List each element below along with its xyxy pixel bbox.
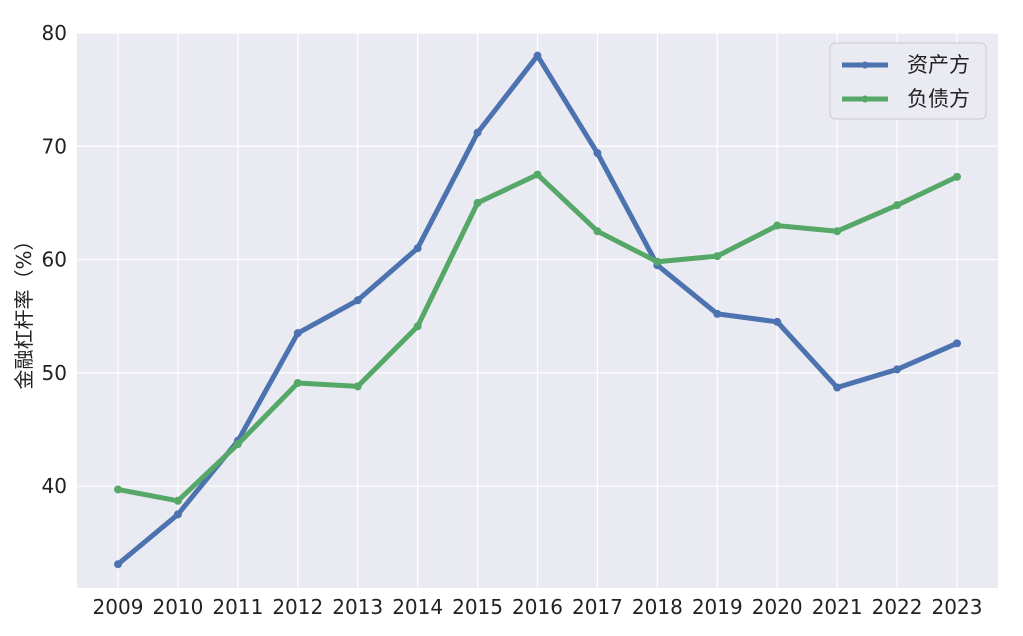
data-point	[593, 227, 602, 236]
data-point	[233, 440, 242, 449]
y-axis: 40 50 60 70 80	[42, 21, 67, 498]
y-tick-label: 40	[42, 474, 67, 498]
data-point	[533, 170, 542, 179]
data-point	[473, 128, 482, 137]
x-tick-label: 2021	[812, 595, 863, 619]
legend-marker-liability	[861, 95, 869, 103]
x-tick-label: 2009	[93, 595, 144, 619]
data-point	[114, 560, 122, 569]
data-point	[173, 510, 182, 519]
x-tick-label: 2022	[872, 595, 923, 619]
data-point	[833, 383, 842, 392]
data-point	[773, 317, 782, 326]
data-point	[173, 496, 182, 505]
data-point	[413, 322, 422, 331]
x-tick-label: 2010	[152, 595, 203, 619]
data-point	[593, 149, 602, 158]
y-tick-label: 50	[42, 361, 67, 385]
y-tick-label: 70	[42, 134, 67, 158]
x-tick-label: 2014	[392, 595, 443, 619]
x-tick-label: 2019	[692, 595, 743, 619]
data-point	[353, 296, 362, 305]
x-tick-label: 2011	[212, 595, 263, 619]
x-tick-label: 2013	[332, 595, 383, 619]
y-tick-label: 60	[42, 248, 67, 272]
series-layer	[114, 51, 961, 569]
legend: 资产方 负债方	[829, 42, 987, 120]
x-tick-label: 2020	[752, 595, 803, 619]
data-point	[413, 244, 422, 253]
data-point	[293, 378, 302, 387]
y-tick-label: 80	[42, 21, 67, 45]
grid	[77, 32, 998, 588]
x-tick-label: 2018	[632, 595, 683, 619]
data-point	[893, 365, 902, 374]
legend-label-liability: 负债方	[907, 87, 970, 111]
x-tick-label: 2023	[932, 595, 983, 619]
data-point	[713, 309, 722, 318]
data-point	[293, 329, 302, 338]
x-tick-label: 2015	[452, 595, 503, 619]
x-tick-label: 2016	[512, 595, 563, 619]
data-point	[473, 198, 482, 207]
x-axis: 2009 2010 2011 2012 2013 2014 2015 2016 2017 2018…	[93, 595, 983, 619]
x-tick-label: 2017	[572, 595, 623, 619]
legend-marker-asset	[861, 61, 869, 69]
x-tick-label: 2012	[272, 595, 323, 619]
data-point	[713, 252, 722, 261]
data-point	[653, 257, 662, 266]
data-point	[833, 227, 842, 236]
data-point	[893, 201, 902, 210]
data-point	[953, 339, 961, 348]
data-point	[773, 221, 782, 230]
y-axis-label: 金融杠杆率（%）	[12, 230, 36, 389]
data-point	[353, 382, 362, 391]
data-point	[953, 172, 961, 181]
data-point	[533, 51, 542, 60]
legend-label-asset: 资产方	[907, 53, 970, 77]
data-point	[114, 485, 122, 494]
